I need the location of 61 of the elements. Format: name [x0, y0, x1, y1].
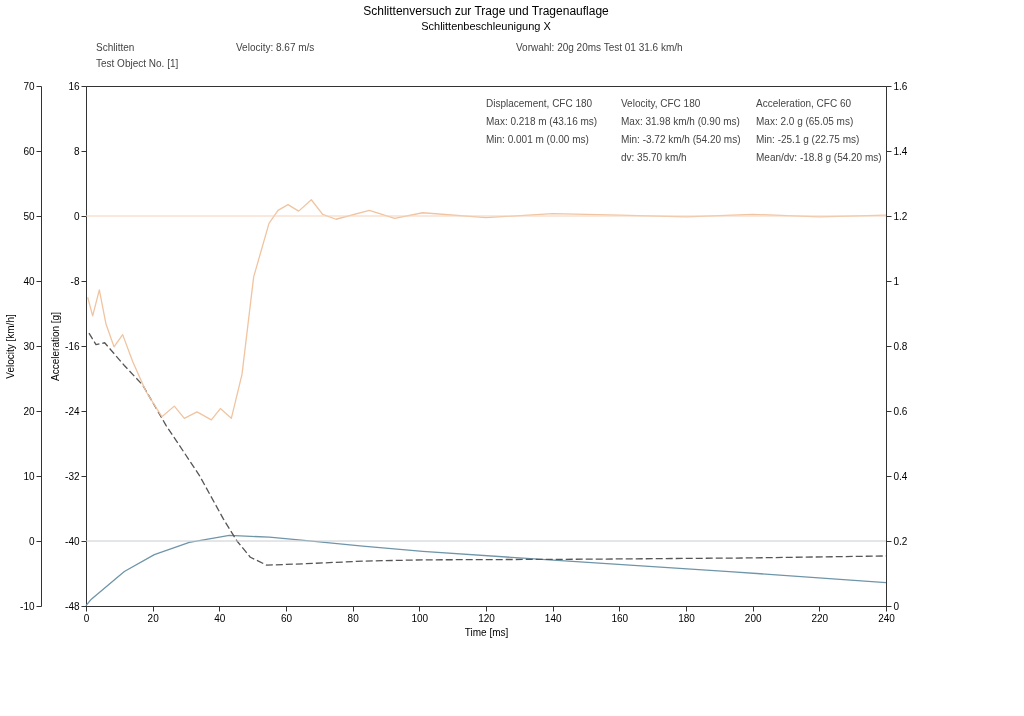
text: Velocity: 8.67 m/s	[236, 42, 315, 53]
annotation: Max: 2.0 g (65.05 ms)	[756, 116, 854, 127]
x-tick-label: 220	[811, 612, 829, 624]
text: Test Object No. [1]	[96, 58, 179, 69]
y2-tick-label: -8	[70, 275, 80, 287]
y-tick-label: 30	[23, 340, 35, 352]
y-tick-label: -10	[20, 600, 35, 612]
x-tick-label: 60	[280, 612, 293, 624]
y2-tick-label: 16	[68, 80, 80, 92]
x-tick-label: 80	[347, 612, 360, 624]
text: Schlitten	[96, 42, 135, 53]
y2-tick-label: -48	[65, 600, 80, 612]
y3-tick-label: 1.6	[893, 80, 908, 92]
x-tick-label: 20	[147, 612, 160, 624]
y-tick-label: 10	[23, 470, 35, 482]
y3-tick-label: 0.2	[893, 535, 908, 547]
y3-tick-label: 0.6	[893, 405, 908, 417]
y-tick-label: 20	[23, 405, 35, 417]
x-tick-label: 160	[611, 612, 629, 624]
y3-tick-label: 1.4	[893, 145, 908, 157]
y-tick-label: 0	[28, 535, 35, 547]
x-tick-label: 120	[478, 612, 496, 624]
y2-tick-label: -24	[65, 405, 80, 417]
annotation: dv: 35.70 km/h	[621, 152, 687, 163]
y3-tick-label: 1.2	[893, 210, 908, 222]
y-axis-title: Velocity [km/h]	[5, 314, 17, 379]
y2-axis-title: Acceleration [g]	[50, 311, 62, 381]
x-axis-title: Time [ms]	[464, 626, 509, 638]
y-tick-label: 40	[23, 275, 35, 287]
annotation: Velocity, CFC 180	[621, 98, 701, 109]
y2-tick-label: 8	[73, 145, 80, 157]
y-tick-label: 60	[23, 145, 35, 157]
x-tick-label: 240	[878, 612, 896, 624]
x-tick-label: 140	[544, 612, 562, 624]
annotation: Max: 31.98 km/h (0.90 ms)	[621, 116, 740, 127]
y3-tick-label: 1	[893, 275, 900, 287]
annotation: Min: -25.1 g (22.75 ms)	[756, 134, 860, 145]
y2-tick-label: 0	[73, 210, 80, 222]
y-tick-label: 50	[23, 210, 35, 222]
annotation: Min: 0.001 m (0.00 ms)	[486, 134, 589, 145]
annotation: Acceleration, CFC 60	[756, 98, 852, 109]
line-series	[85, 534, 887, 607]
chart-subtitle: Schlittenbeschleunigung X	[421, 20, 552, 32]
y3-tick-label: 0	[893, 600, 900, 612]
annotation: Max: 0.218 m (43.16 ms)	[486, 116, 598, 127]
y3-tick-label: 0.4	[893, 470, 908, 482]
y2-tick-label: -40	[65, 535, 80, 547]
x-tick-label: 100	[411, 612, 429, 624]
y3-tick-label: 0.8	[893, 340, 908, 352]
y-tick-label: 70	[23, 80, 35, 92]
x-tick-label: 0	[83, 612, 90, 624]
chart-title: Schlittenversuch zur Trage und Tragenauflage	[363, 4, 610, 18]
x-tick-label: 180	[678, 612, 696, 624]
annotation: Min: -3.72 km/h (54.20 ms)	[621, 134, 741, 145]
y2-tick-label: -16	[65, 340, 80, 352]
x-tick-label: 200	[744, 612, 762, 624]
y2-tick-label: -32	[65, 470, 80, 482]
text: Vorwahl: 20g 20ms Test 01 31.6 km/h	[516, 42, 683, 53]
annotation: Mean/dv: -18.8 g (54.20 ms)	[756, 152, 882, 163]
x-tick-label: 40	[214, 612, 226, 624]
annotation: Displacement, CFC 180	[486, 98, 593, 109]
